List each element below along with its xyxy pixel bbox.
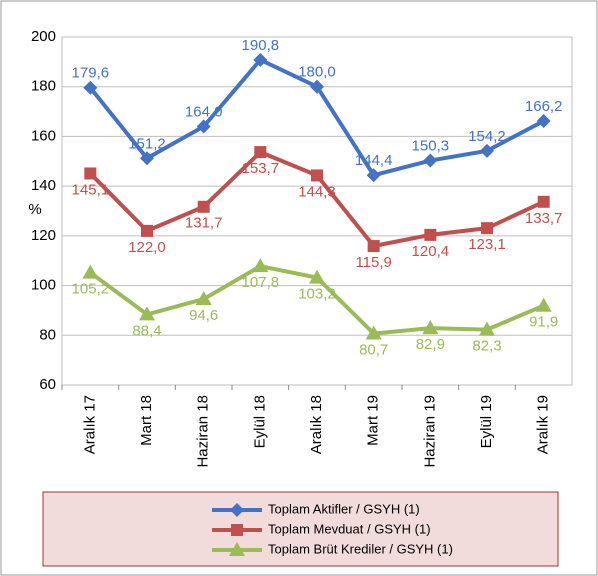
x-tick-label: Mart 18 [138, 395, 155, 446]
data-label: 80,7 [359, 342, 388, 359]
marker [141, 224, 153, 237]
data-label: 103,2 [298, 286, 336, 303]
x-tick-label: Eylül 19 [478, 395, 495, 448]
marker [253, 52, 268, 67]
data-label: 131,7 [185, 215, 223, 232]
data-label: 150,3 [412, 138, 450, 155]
marker [84, 167, 97, 180]
marker [310, 79, 324, 94]
data-label: 120,4 [412, 243, 450, 260]
y-tick-label: 180 [31, 78, 56, 95]
data-label: 94,6 [189, 307, 218, 324]
marker [83, 80, 98, 95]
data-label: 133,7 [525, 210, 563, 227]
data-label: 145,1 [72, 181, 110, 198]
legend-label: Toplam Aktifler / GSYH (1) [268, 501, 420, 516]
marker [479, 321, 495, 336]
data-label: 144,3 [298, 183, 336, 200]
data-label: 122,0 [128, 239, 166, 256]
marker [197, 200, 210, 213]
y-tick-label: 140 [31, 177, 56, 194]
x-tick-label: Aralık 17 [81, 395, 98, 454]
data-label: 154,2 [468, 128, 506, 145]
data-label: 82,3 [472, 338, 501, 355]
data-label: 166,2 [525, 98, 563, 115]
data-label: 105,2 [72, 281, 110, 298]
marker [252, 258, 269, 273]
marker [229, 542, 245, 556]
data-label: 88,4 [132, 322, 161, 339]
marker [254, 146, 267, 159]
data-label: 91,9 [529, 314, 558, 331]
data-label: 82,9 [416, 336, 445, 353]
data-label: 107,8 [242, 274, 280, 291]
marker [311, 169, 323, 182]
x-tick-label: Haziran 18 [195, 395, 212, 468]
data-label: 164,0 [185, 103, 223, 120]
y-tick-label: 80 [39, 326, 56, 343]
data-label: 151,2 [128, 135, 166, 152]
data-label: 190,8 [242, 37, 280, 54]
x-tick-label: Mart 19 [365, 395, 382, 446]
data-label: 179,6 [72, 65, 110, 82]
marker [536, 114, 551, 129]
marker [423, 153, 438, 168]
y-tick-label: 160 [31, 127, 56, 144]
marker [309, 269, 325, 284]
marker [139, 306, 155, 321]
marker [481, 222, 493, 235]
x-tick-label: Aralık 18 [308, 395, 325, 454]
marker [195, 290, 212, 305]
marker [537, 195, 550, 208]
marker [424, 228, 437, 241]
y-axis-label: % [28, 201, 41, 218]
data-label: 115,9 [355, 254, 391, 271]
data-label: 123,1 [468, 236, 506, 253]
marker [230, 503, 244, 517]
legend-label: Toplam Mevduat / GSYH (1) [268, 521, 431, 536]
y-tick-label: 100 [31, 277, 56, 294]
x-tick-label: Haziran 19 [421, 395, 438, 468]
marker [140, 151, 154, 166]
legend-label: Toplam Brüt Krediler / GSYH (1) [268, 541, 453, 556]
marker [480, 143, 494, 158]
plot-border [61, 36, 573, 386]
data-label: 144,4 [355, 152, 393, 169]
marker [366, 168, 381, 183]
marker [196, 119, 211, 134]
x-tick-label: Eylül 18 [251, 395, 268, 448]
marker [367, 240, 380, 253]
y-tick-label: 60 [39, 376, 56, 393]
marker [365, 325, 382, 340]
marker [422, 320, 439, 335]
y-tick-label: 120 [31, 227, 56, 244]
marker [535, 297, 552, 312]
marker [82, 264, 99, 279]
data-label: 153,7 [242, 160, 280, 177]
y-tick-label: 200 [31, 28, 56, 45]
legend-box [42, 491, 559, 567]
data-label: 180,0 [298, 64, 336, 81]
x-tick-label: Aralık 19 [535, 395, 552, 454]
marker [231, 524, 243, 536]
